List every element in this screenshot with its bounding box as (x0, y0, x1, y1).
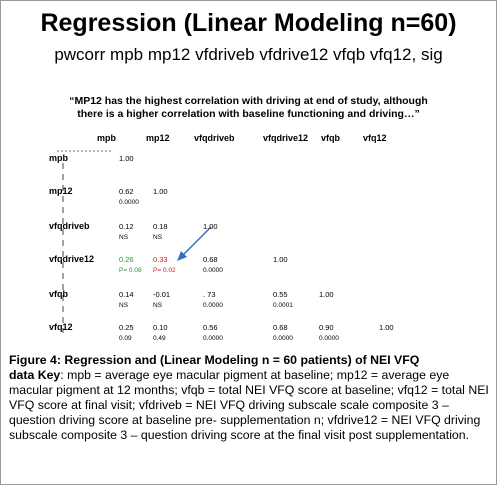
column-header: mp12 (146, 133, 170, 143)
column-header: vfqdrive12 (263, 133, 309, 143)
coefficient: 0.55 (273, 290, 288, 299)
significance: P= 0.08 (119, 267, 142, 274)
column-header: vfq12 (363, 133, 387, 143)
coefficient: 0.14 (119, 290, 134, 299)
coefficient: 1.00 (153, 187, 168, 196)
significance: 0.0000 (273, 335, 293, 342)
coefficient: 0.18 (153, 222, 168, 231)
coefficient: 1.00 (273, 255, 288, 264)
coefficient: -0.01 (153, 290, 171, 299)
significance: 0.0000 (203, 335, 223, 342)
significance: 0.0000 (203, 267, 223, 274)
significance: 0.09 (119, 335, 132, 342)
coefficient: 1.00 (319, 290, 334, 299)
row-label: vfqdriveb (49, 221, 90, 231)
decor (57, 150, 212, 333)
coefficient: 1.00 (203, 222, 218, 231)
row-label: mpb (49, 153, 68, 163)
significance: 0.0000 (203, 302, 223, 309)
significance: NS (153, 302, 163, 309)
command: pwcorr mpb mp12 vfdriveb vfdrive12 vfqb … (54, 45, 443, 64)
column-header: vfqb (321, 133, 340, 143)
column-header: mpb (97, 133, 116, 143)
row-label: vfqdrive12 (49, 254, 95, 264)
coefficient: 0.12 (119, 222, 134, 231)
coefficient: 0.56 (203, 323, 218, 332)
figure-title: Regression and (Linear Modeling n = 60 p… (64, 353, 420, 367)
title: Regression (Linear Modeling n=60) (40, 9, 457, 37)
key-text: : mpb = average eye macular pigment at b… (9, 368, 489, 442)
coefficient: 0.68 (273, 323, 288, 332)
coefficient: 1.00 (119, 154, 134, 163)
coefficient: 0.26 (119, 255, 134, 264)
significance: 0.0000 (119, 199, 139, 206)
figure-label: Figure 4: (9, 353, 61, 367)
coefficient: . 73 (203, 290, 216, 299)
quote-line: there is a higher correlation with basel… (77, 108, 420, 120)
coefficient: 0.33 (153, 255, 168, 264)
significance: P= 0.02 (153, 267, 176, 274)
coefficient: 0.25 (119, 323, 134, 332)
row-label: vfqb (49, 289, 68, 299)
coefficient: 0.90 (319, 323, 334, 332)
key-label: data Key (9, 368, 61, 382)
caption: Figure 4: Regression and (Linear Modelin… (9, 353, 489, 443)
significance: 0.0001 (273, 302, 293, 309)
column-header: vfqdriveb (194, 133, 235, 143)
quote-line: “MP12 has the highest correlation with d… (69, 95, 428, 107)
coefficient: 1.00 (379, 323, 394, 332)
significance: NS (119, 234, 129, 241)
row-label: vfq12 (49, 322, 73, 332)
significance: NS (153, 234, 163, 241)
row-label: mp12 (49, 186, 73, 196)
coefficient: 0.10 (153, 323, 168, 332)
significance: 0.0000 (319, 335, 339, 342)
coefficient: 0.62 (119, 187, 134, 196)
significance: 0.49 (153, 335, 166, 342)
significance: NS (119, 302, 129, 309)
coefficient: 0.68 (203, 255, 218, 264)
